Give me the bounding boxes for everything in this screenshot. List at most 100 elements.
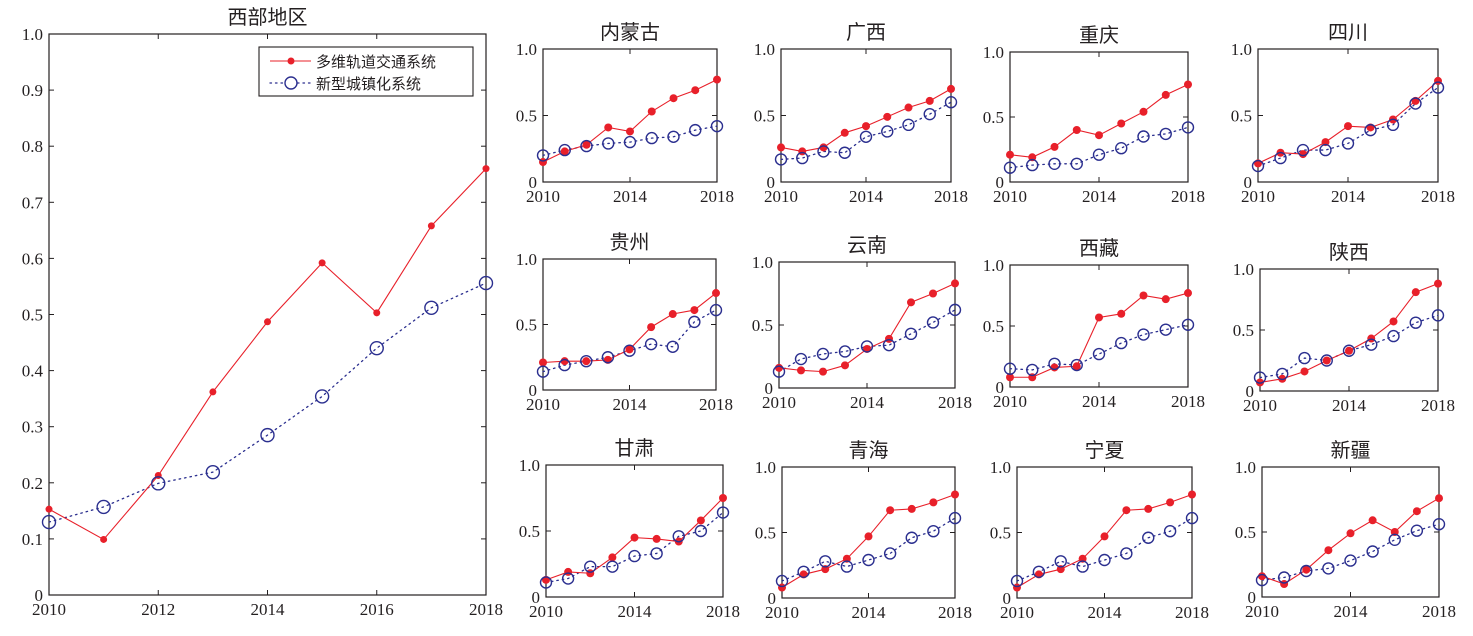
series-rail-transit-point	[1389, 317, 1398, 326]
series-urbanization-point	[881, 125, 894, 138]
chart-title: 贵州	[610, 230, 650, 254]
series-urbanization-point	[817, 145, 830, 158]
chart-title: 广西	[846, 20, 886, 44]
series-urbanization-point	[948, 303, 962, 317]
series-urbanization-point	[667, 130, 680, 143]
series-rail-transit-point	[696, 516, 705, 525]
x-tick-label: 2010	[764, 187, 798, 206]
y-tick-label: 0	[1246, 382, 1255, 401]
y-tick-label: 1.0	[1231, 40, 1252, 59]
series-rail-transit-point	[819, 143, 828, 152]
subplot-10: 青海 0 0.5 1.0 2010 2014 2018	[755, 438, 972, 622]
x-tick-label: 2010	[526, 187, 560, 206]
x-tick-label: 2012	[141, 600, 175, 619]
series-urbanization-point	[1253, 371, 1267, 384]
series-rail-transit-point	[1344, 122, 1352, 131]
series-urbanization-point	[860, 340, 874, 353]
series-urbanization-point	[838, 345, 852, 358]
y-tick-label: 1.0	[1235, 458, 1256, 477]
series-urbanization-point	[1366, 545, 1379, 558]
series-urbanization-line	[1016, 517, 1193, 582]
series-rail-transit-point	[1412, 507, 1421, 516]
series-urbanization-point	[558, 358, 571, 372]
series-urbanization-point	[1120, 547, 1133, 560]
series-urbanization-point	[1185, 511, 1199, 525]
series-rail-transit-point	[885, 334, 893, 343]
series-rail-transit-point	[318, 259, 326, 267]
series-rail-transit-point	[1280, 580, 1289, 588]
series-urbanization-point	[314, 389, 330, 404]
y-tick-label: 0	[1003, 589, 1012, 608]
series-urbanization-point	[1342, 344, 1356, 357]
subplot-8: 陕西 0 0.5 1.0 2010 2014 2018	[1233, 240, 1455, 415]
y-tick-label: 0	[767, 173, 776, 192]
series-urbanization-point	[558, 143, 571, 157]
series-rail-transit-point	[1411, 288, 1420, 297]
x-tick-label: 2010	[1241, 187, 1275, 206]
series-rail-transit-point	[1072, 126, 1081, 134]
series-rail-transit-point	[1013, 583, 1021, 592]
x-tick-label: 2018	[1171, 187, 1205, 206]
series-urbanization-point	[650, 547, 663, 560]
series-urbanization-point	[601, 351, 615, 364]
series-rail-transit-point	[929, 498, 938, 507]
series-urbanization-line	[1259, 314, 1439, 379]
series-rail-transit-point	[713, 75, 721, 84]
x-tick-label: 2014	[1088, 603, 1123, 622]
series-urbanization-point	[1409, 316, 1422, 329]
y-tick-label: 1.0	[755, 458, 776, 477]
series-rail-transit-point	[1050, 363, 1059, 372]
series-urbanization-line	[542, 125, 718, 157]
series-rail-transit-point	[841, 361, 849, 370]
x-tick-label: 2014	[613, 187, 648, 206]
series-urbanization-point	[478, 275, 494, 291]
main-chart-west-region: 西部地区 0 0.1 0.2 0.3 0.4 0.5 0.6 0.7 0.8 0.9 1.0 2010 2…	[22, 5, 503, 619]
chart-title: 新疆	[1331, 438, 1371, 462]
y-tick-label: 0.3	[22, 418, 43, 437]
series-rail-transit-point	[1006, 373, 1014, 382]
series-rail-transit-point	[668, 310, 677, 319]
y-tick-label: 0	[996, 173, 1005, 192]
x-tick-label: 2016	[360, 600, 394, 619]
series-rail-transit-point	[1435, 494, 1443, 503]
x-tick-label: 2018	[1175, 603, 1209, 622]
series-urbanization-point	[688, 315, 701, 329]
series-urbanization-point	[796, 151, 809, 165]
series-rail-transit-point	[1299, 150, 1307, 159]
series-rail-transit-point	[907, 504, 916, 513]
series-urbanization-point	[1431, 81, 1445, 94]
x-tick-label: 2010	[993, 392, 1027, 411]
y-tick-label: 0	[35, 586, 44, 605]
series-rail-transit-point	[625, 345, 634, 354]
series-rail-transit-point	[691, 86, 700, 95]
series-rail-transit-line	[781, 493, 956, 588]
y-tick-label: 1.0	[983, 256, 1004, 275]
series-urbanization-point	[1322, 562, 1335, 575]
series-urbanization-point	[1410, 524, 1424, 537]
series-urbanization-point	[1115, 141, 1128, 155]
chart-title: 西藏	[1079, 236, 1119, 260]
series-rail-transit-point	[1188, 490, 1196, 499]
series-urbanization-point	[1003, 161, 1017, 174]
series-urbanization-point	[580, 139, 593, 153]
series-urbanization-point	[1115, 336, 1128, 350]
series-urbanization-point	[1251, 159, 1265, 173]
series-urbanization-point	[1274, 151, 1287, 165]
subplot-12: 新疆 0 0.5 1.0 2010 2014 2018	[1235, 438, 1456, 621]
series-rail-transit-line	[778, 282, 956, 373]
series-urbanization-point	[797, 565, 810, 578]
x-tick-label: 2014	[849, 187, 884, 206]
series-rail-transit-point	[929, 289, 937, 298]
chart-title: 甘肃	[615, 436, 655, 460]
series-urbanization-point	[1026, 158, 1039, 172]
subplot-9: 甘肃 0 0.5 1.0 2010 2014 2018	[519, 436, 740, 621]
series-urbanization-point	[606, 560, 619, 573]
series-rail-transit-point	[1161, 90, 1170, 99]
series-rail-transit-point	[373, 309, 381, 317]
series-urbanization-point	[882, 338, 896, 352]
series-urbanization-point	[1003, 362, 1017, 375]
series-urbanization-point	[840, 560, 854, 573]
series-urbanization-point	[902, 118, 915, 132]
y-tick-label: 1.0	[22, 25, 43, 44]
